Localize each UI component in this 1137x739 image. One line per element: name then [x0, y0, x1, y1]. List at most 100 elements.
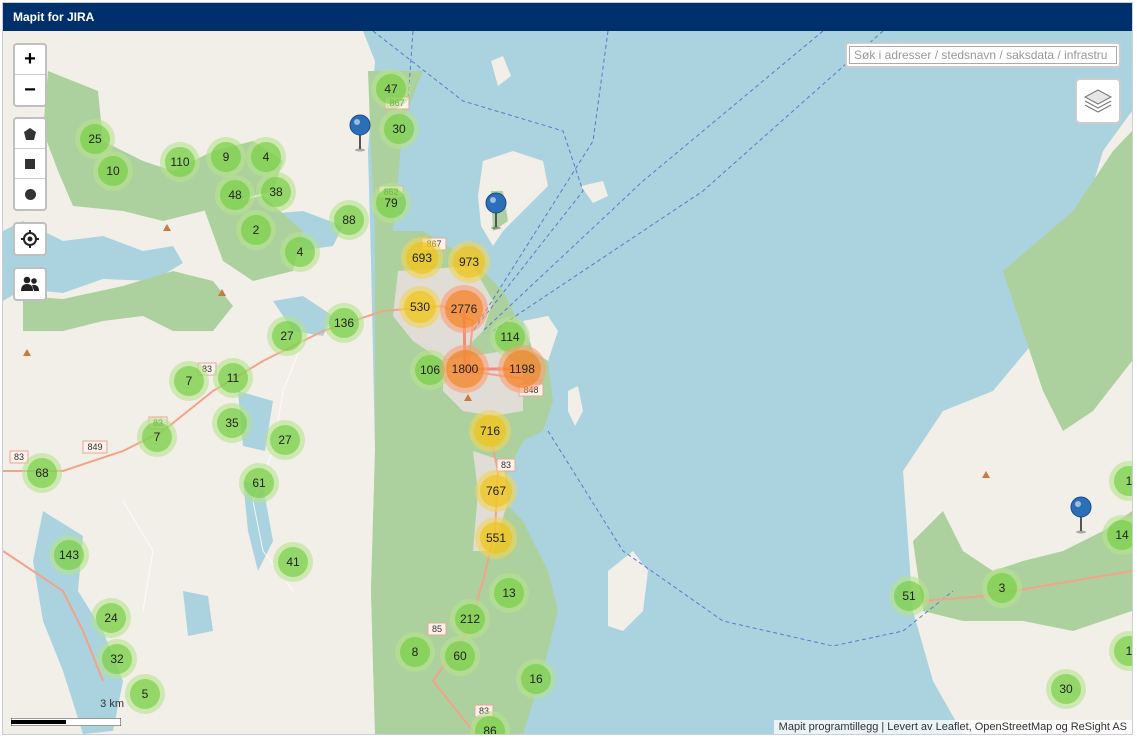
marker-cluster[interactable]: 25 [75, 119, 115, 159]
road-number: 849 [87, 442, 102, 452]
marker-cluster[interactable]: 530 [399, 286, 441, 328]
cluster-count: 7 [154, 430, 161, 444]
layers-icon [1083, 89, 1113, 113]
marker-cluster[interactable]: 30 [379, 109, 419, 149]
cluster-count: 13 [502, 586, 516, 600]
marker-cluster[interactable]: 2 [236, 210, 276, 250]
marker-cluster[interactable]: 973 [448, 241, 490, 283]
cluster-count: 14 [1115, 528, 1129, 542]
marker-cluster[interactable]: 716 [469, 410, 511, 452]
draw-circle-button[interactable] [15, 179, 45, 209]
users-button[interactable] [15, 269, 45, 299]
road-shield [427, 622, 447, 636]
cluster-count: 3 [999, 581, 1006, 595]
cluster-count: 716 [480, 424, 500, 438]
scale-graphic [11, 718, 121, 726]
zoom-out-button[interactable]: − [24, 78, 36, 101]
cluster-count: 48 [228, 188, 242, 202]
marker-cluster[interactable]: 7 [169, 361, 209, 401]
marker-cluster[interactable]: 79 [371, 183, 411, 223]
marker-cluster[interactable]: 551 [475, 517, 517, 559]
cluster-count: 32 [110, 652, 124, 666]
marker-cluster[interactable]: 8 [395, 632, 435, 672]
marker-cluster[interactable]: 2776 [440, 285, 488, 333]
zoom-in-button[interactable]: + [15, 45, 45, 75]
marker-cluster[interactable]: 1 [1109, 631, 1132, 671]
cluster-count: 530 [410, 300, 430, 314]
search-input[interactable] [849, 46, 1117, 64]
cluster-count: 1 [1126, 474, 1132, 488]
cluster-count: 2776 [451, 302, 478, 316]
marker-cluster[interactable]: 60 [440, 636, 480, 676]
draw-polygon-button[interactable] [15, 119, 45, 149]
marker-cluster[interactable]: 1 [1109, 461, 1132, 501]
road-shield [496, 458, 516, 472]
marker-cluster[interactable]: 1198 [498, 345, 546, 393]
cluster-count: 61 [252, 476, 266, 490]
marker-cluster[interactable]: 24 [91, 598, 131, 638]
cluster-count: 1800 [452, 362, 479, 376]
pin-icon[interactable] [1070, 496, 1092, 534]
marker-cluster[interactable]: 48 [215, 175, 255, 215]
road-number: 83 [479, 706, 489, 716]
marker-cluster[interactable]: 767 [475, 470, 517, 512]
marker-cluster[interactable]: 4 [280, 232, 320, 272]
marker-cluster[interactable]: 47 [371, 69, 411, 109]
marker-cluster[interactable]: 693 [401, 237, 443, 279]
marker-cluster[interactable]: 14 [1102, 515, 1132, 555]
map-view[interactable]: 867862867838384983848838583 473025101109… [3, 31, 1132, 734]
marker-cluster[interactable]: 3 [982, 568, 1022, 608]
pin-icon[interactable] [485, 192, 507, 230]
cluster-count: 27 [278, 433, 292, 447]
marker-cluster[interactable]: 41 [273, 542, 313, 582]
cluster-count: 24 [104, 611, 118, 625]
zoom-control: + − [13, 43, 47, 107]
road-shield [82, 440, 108, 454]
cluster-count: 7 [186, 374, 193, 388]
marker-cluster[interactable]: 4 [246, 137, 286, 177]
marker-cluster[interactable]: 143 [49, 535, 89, 575]
marker-cluster[interactable]: 10 [93, 151, 133, 191]
draw-rectangle-button[interactable] [15, 149, 45, 179]
cluster-count: 11 [227, 371, 240, 385]
scale-label: 3 km [100, 698, 124, 710]
cluster-count: 767 [486, 484, 506, 498]
marker-cluster[interactable]: 9 [206, 137, 246, 177]
cluster-count: 79 [384, 196, 398, 210]
marker-cluster[interactable]: 212 [450, 599, 490, 639]
cluster-count: 110 [170, 155, 189, 169]
marker-cluster[interactable]: 88 [329, 200, 369, 240]
marker-cluster[interactable]: 86 [470, 711, 510, 734]
locate-button[interactable] [15, 224, 45, 254]
marker-cluster[interactable]: 51 [889, 576, 929, 616]
marker-cluster[interactable]: 61 [239, 463, 279, 503]
cluster-count: 106 [420, 363, 440, 377]
marker-cluster[interactable]: 136 [324, 303, 364, 343]
marker-cluster[interactable]: 68 [22, 453, 62, 493]
locate-control [13, 222, 47, 256]
road-number: 83 [14, 452, 24, 462]
users-control [13, 267, 47, 301]
marker-cluster[interactable]: 30 [1046, 669, 1086, 709]
cluster-count: 4 [297, 245, 304, 259]
marker-cluster[interactable]: 27 [267, 316, 307, 356]
marker-cluster[interactable]: 11 [213, 358, 253, 398]
road-shield [9, 450, 29, 464]
marker-cluster[interactable]: 35 [212, 403, 252, 443]
marker-cluster[interactable]: 16 [516, 659, 556, 699]
marker-cluster[interactable]: 106 [410, 350, 450, 390]
marker-cluster[interactable]: 7 [137, 417, 177, 457]
marker-cluster[interactable]: 1800 [441, 345, 489, 393]
map-tiles[interactable]: 867862867838384983848838583 473025101109… [3, 31, 1132, 734]
marker-cluster[interactable]: 38 [256, 172, 296, 212]
pin-icon[interactable] [349, 114, 371, 152]
marker-cluster[interactable]: 110 [160, 142, 200, 182]
layers-button[interactable] [1075, 78, 1121, 124]
users-icon [21, 276, 39, 291]
marker-cluster[interactable]: 32 [97, 639, 137, 679]
marker-cluster[interactable]: 13 [489, 573, 529, 613]
marker-cluster[interactable]: 27 [265, 420, 305, 460]
cluster-count: 51 [902, 589, 916, 603]
circle-icon [24, 188, 36, 200]
marker-cluster[interactable]: 5 [125, 674, 165, 714]
